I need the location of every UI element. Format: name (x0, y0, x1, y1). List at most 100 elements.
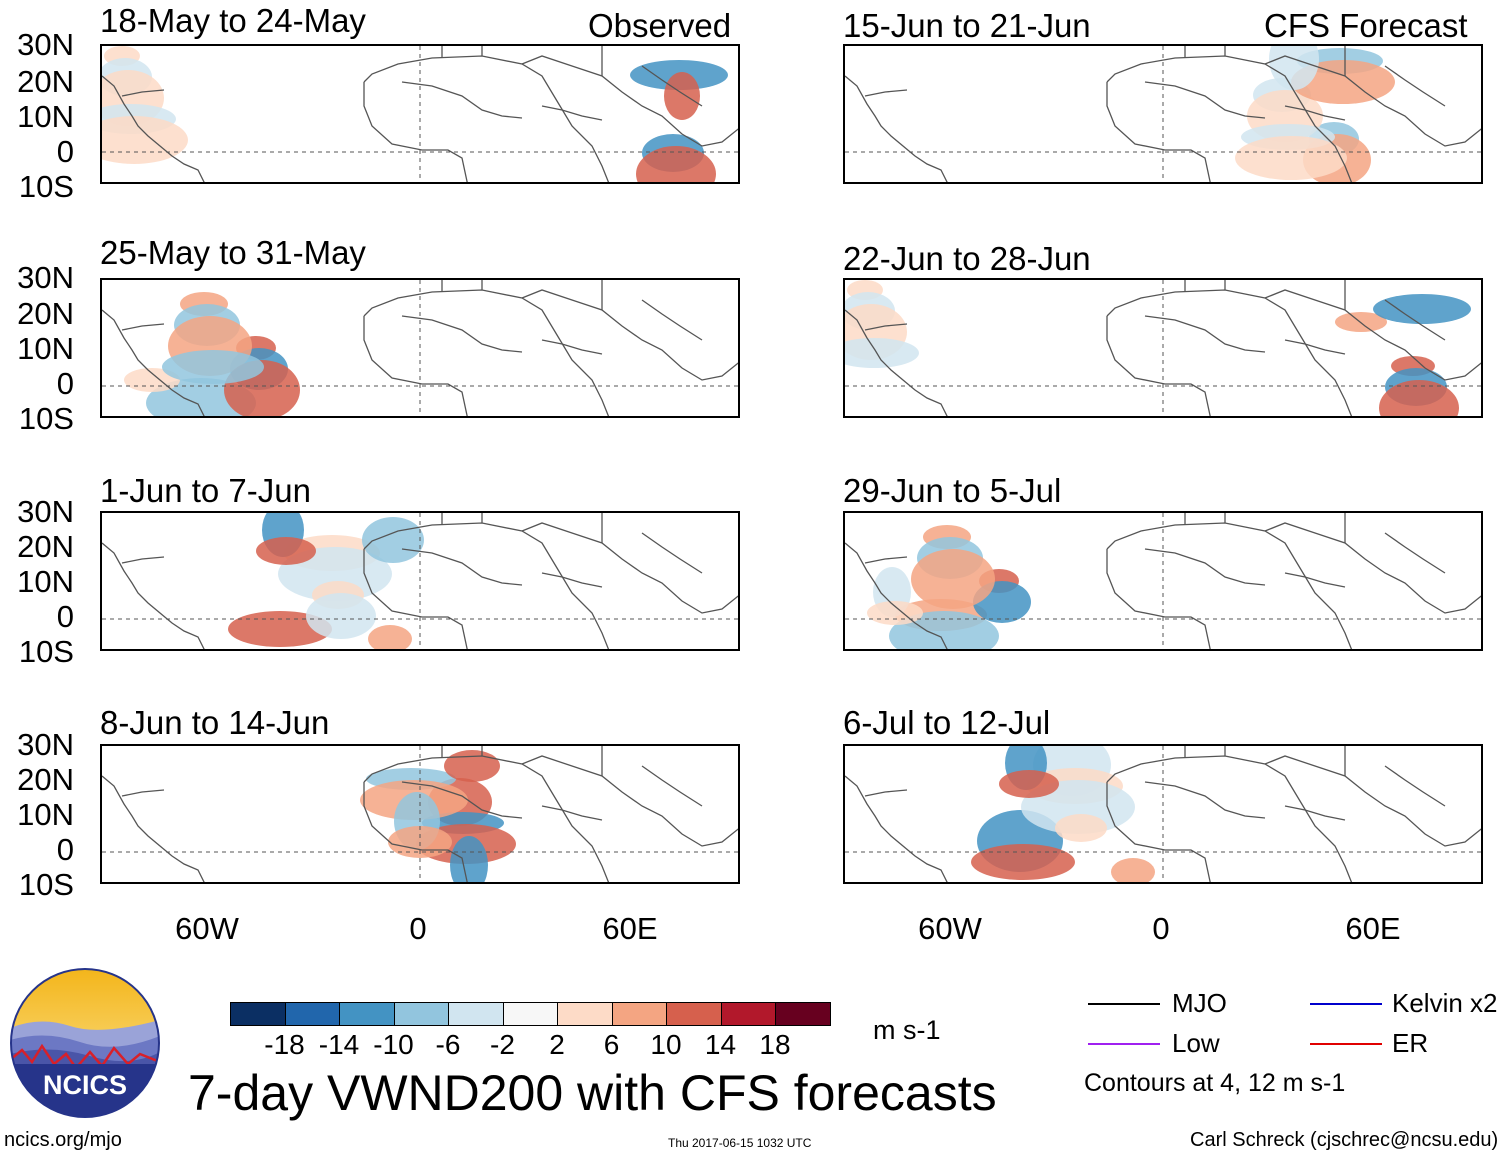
lon-label-0-obs: 0 (409, 911, 427, 946)
legend-label-low: Low (1172, 1028, 1220, 1058)
lat-label: 20N (17, 762, 74, 797)
lat-label: 10N (17, 797, 74, 832)
coastline (363, 549, 468, 649)
coastline (1264, 522, 1481, 614)
panel-title-obs-2: 25-May to 31-May (100, 234, 366, 271)
coastline (363, 55, 610, 182)
map-panel-obs-1 (100, 44, 740, 184)
coastline (521, 755, 738, 847)
coastline (864, 89, 908, 97)
coastline (845, 775, 948, 882)
coastline (1384, 765, 1446, 807)
colorbar-label: 2 (549, 1029, 565, 1060)
coastline (121, 323, 165, 331)
coastline (521, 522, 738, 614)
anomaly-shading (368, 625, 412, 649)
coastline (102, 542, 205, 649)
coastline (1106, 55, 1353, 182)
anomaly-shading (867, 601, 923, 625)
coastline (363, 82, 468, 182)
forecast-label: CFS Forecast (1264, 7, 1468, 44)
map-field (845, 746, 1481, 882)
anomaly-shading (444, 750, 500, 782)
anomaly-shading (306, 593, 376, 639)
map-panel-fc-4 (843, 744, 1483, 884)
coastline (401, 781, 523, 819)
coastline (1106, 549, 1211, 649)
main-title: 7-day VWND200 with CFS forecasts (188, 1065, 997, 1121)
timestamp: Thu 2017-06-15 1032 UTC (668, 1136, 812, 1150)
coastline (641, 765, 703, 807)
map-panel-fc-1 (843, 44, 1483, 184)
coastline (1106, 782, 1211, 882)
colorbar-label: 18 (759, 1029, 791, 1060)
coastline (641, 299, 703, 341)
coastline (1106, 755, 1353, 882)
panel-title-fc-3: 29-Jun to 5-Jul (843, 472, 1062, 509)
coastline (401, 81, 523, 119)
lon-label-60e-obs: 60E (602, 911, 658, 946)
legend-swatch-mjo (1088, 1003, 1160, 1005)
coastline (1144, 781, 1266, 819)
colorbar-swatch (284, 1002, 340, 1026)
coastline (541, 805, 603, 821)
map-field (102, 280, 738, 416)
colorbar-swatch (775, 1002, 831, 1026)
coastline (363, 755, 610, 882)
lon-label-60w-obs: 60W (175, 911, 239, 946)
anomaly-shading (162, 350, 264, 384)
coastline (1284, 805, 1346, 821)
coastline (641, 532, 703, 574)
legend-swatch-kelvin (1310, 1003, 1382, 1005)
site-url[interactable]: ncics.org/mjo (4, 1129, 122, 1151)
lat-label: 0 (56, 366, 74, 401)
lat-label: 10N (17, 331, 74, 366)
anomaly-shading (636, 146, 716, 182)
legend-swatch-er (1310, 1043, 1382, 1045)
lon-label-60w-fc: 60W (918, 911, 982, 946)
colorbar-units: m s-1 (873, 1015, 941, 1045)
colorbar-label: -18 (264, 1029, 305, 1060)
lat-label: 10S (18, 867, 74, 902)
lat-label: 0 (56, 832, 74, 867)
colorbar-swatch (666, 1002, 722, 1026)
coastline (102, 775, 205, 882)
coastline (121, 789, 165, 797)
colorbar-label: 10 (650, 1029, 682, 1060)
ncics-logo[interactable]: NCICS (10, 968, 160, 1118)
lat-label: 10N (17, 564, 74, 599)
lon-label-0-fc: 0 (1152, 911, 1170, 946)
map-field (845, 280, 1481, 416)
coastline (521, 55, 738, 147)
coastline (1284, 572, 1346, 588)
coastline (864, 789, 908, 797)
colorbar-swatch (230, 1002, 286, 1026)
coastline (1106, 316, 1211, 416)
lat-label: 30N (17, 27, 74, 62)
map-field (845, 46, 1481, 182)
anomaly-shading (450, 836, 488, 882)
colorbar-label: 6 (603, 1029, 620, 1060)
coastline (1106, 289, 1353, 416)
anomaly-shading (999, 770, 1059, 798)
lat-label: 0 (56, 599, 74, 634)
anomaly-shading (228, 611, 332, 647)
anomaly-shading (1379, 380, 1459, 416)
anomaly-shading (971, 844, 1075, 880)
anomaly-shading (845, 338, 919, 368)
coastline (1106, 82, 1211, 182)
map-panel-obs-2 (100, 278, 740, 418)
author-credit: Carl Schreck (cjschrec@ncsu.edu) (1190, 1129, 1499, 1151)
anomaly-shading (256, 537, 316, 565)
colorbar-label: -2 (490, 1029, 515, 1060)
coastline (641, 65, 703, 107)
coastline (121, 89, 165, 97)
colorbar-label: -6 (435, 1029, 461, 1060)
coastline (521, 289, 738, 381)
coastline (102, 75, 205, 182)
coastline (845, 309, 948, 416)
lat-label: 0 (56, 134, 74, 169)
coastline (363, 522, 610, 649)
lat-label: 10S (18, 169, 74, 204)
panel-title-fc-4: 6-Jul to 12-Jul (843, 704, 1051, 741)
